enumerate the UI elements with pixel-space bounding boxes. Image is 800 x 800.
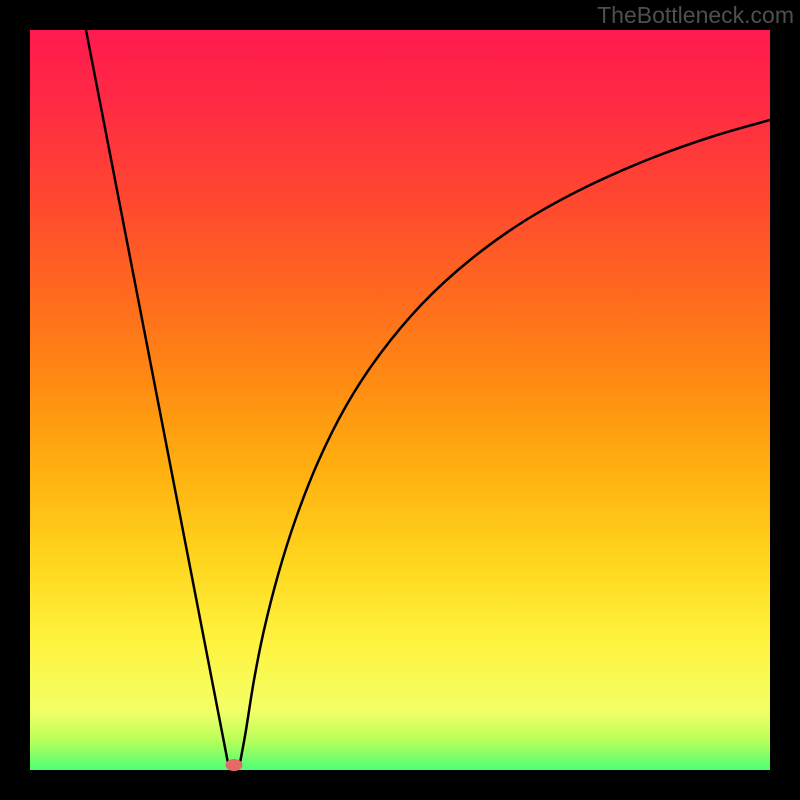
watermark: TheBottleneck.com xyxy=(597,2,794,29)
chart-frame: TheBottleneck.com xyxy=(0,0,800,800)
curve-svg xyxy=(30,30,770,770)
plot-area xyxy=(30,30,770,770)
series-left-branch xyxy=(86,30,228,763)
series-right-branch xyxy=(240,120,770,763)
min-marker xyxy=(226,759,243,771)
